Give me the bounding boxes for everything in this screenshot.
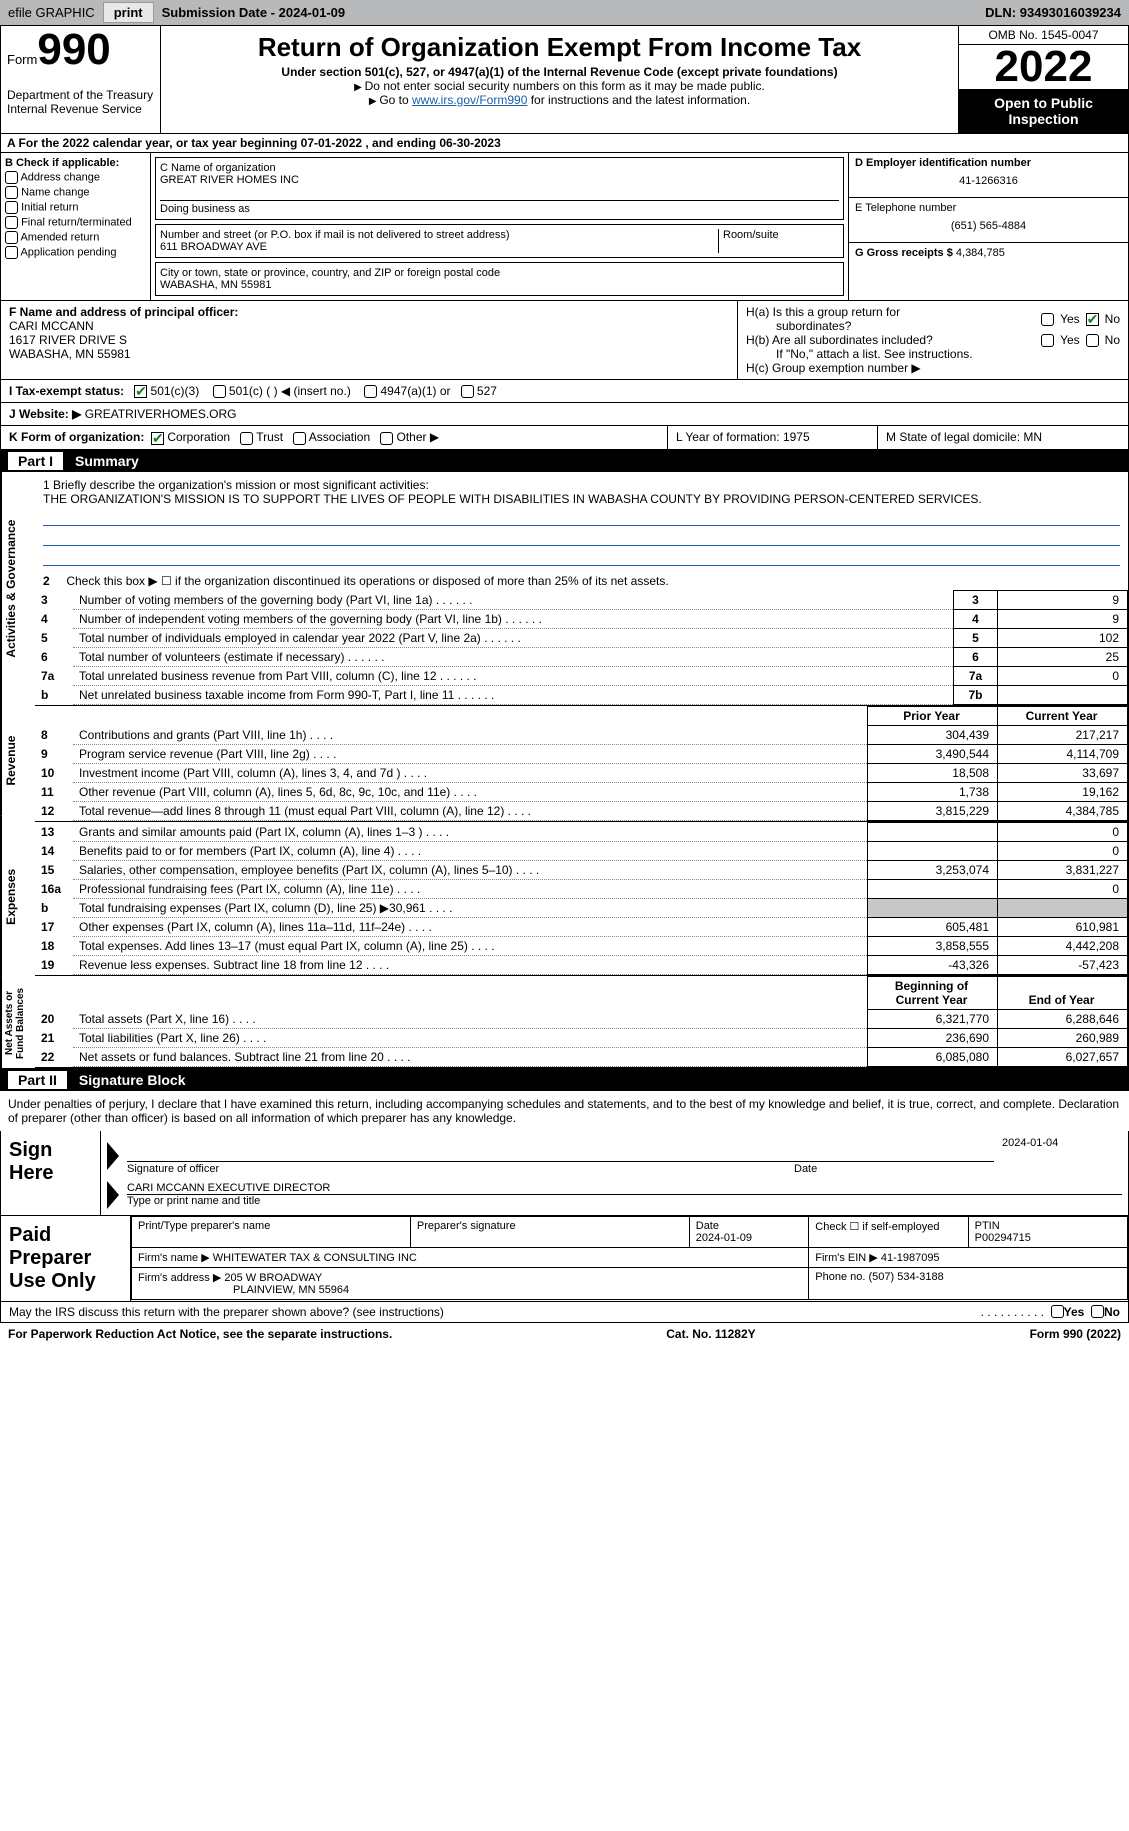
part2-header: Part II Signature Block — [0, 1069, 1129, 1091]
ein: 41-1266316 — [855, 169, 1122, 193]
section-f: F Name and address of principal officer:… — [1, 301, 738, 379]
section-b: B Check if applicable: Address change Na… — [0, 153, 1129, 301]
phone: (651) 565-4884 — [855, 214, 1122, 238]
city-state-zip: WABASHA, MN 55981 — [160, 279, 839, 291]
section-b-checkboxes: B Check if applicable: Address change Na… — [1, 153, 151, 300]
irs-link[interactable]: www.irs.gov/Form990 — [412, 93, 527, 107]
tab-revenue: Revenue — [1, 705, 35, 816]
signature-intro: Under penalties of perjury, I declare th… — [0, 1091, 1129, 1131]
street-address: 611 BROADWAY AVE — [160, 241, 714, 253]
dln: DLN: 93493016039234 — [985, 5, 1121, 20]
row-j: J Website: ▶ GREATRIVERHOMES.ORG — [0, 403, 1129, 426]
section-fh: F Name and address of principal officer:… — [0, 301, 1129, 380]
efile-label: efile GRAPHIC — [8, 5, 95, 20]
mission-text: THE ORGANIZATION'S MISSION IS TO SUPPORT… — [43, 492, 1120, 506]
form-header: Form990 Department of the Treasury Inter… — [0, 25, 1129, 134]
arrow-icon — [107, 1181, 119, 1209]
row-i: I Tax-exempt status: 501(c)(3) 501(c) ( … — [0, 380, 1129, 403]
table-revenue: Prior YearCurrent Year 8Contributions an… — [35, 706, 1128, 821]
top-toolbar: efile GRAPHIC print Submission Date - 20… — [0, 0, 1129, 25]
row-k: K Form of organization: Corporation Trus… — [0, 426, 1129, 449]
table-activities: 3Number of voting members of the governi… — [35, 590, 1128, 705]
tab-activities: Activities & Governance — [1, 472, 35, 706]
section-deg: D Employer identification number 41-1266… — [848, 153, 1128, 300]
page-footer: For Paperwork Reduction Act Notice, see … — [0, 1323, 1129, 1345]
summary-section: Activities & Governance Revenue Expenses… — [0, 472, 1129, 1069]
row-a: A For the 2022 calendar year, or tax yea… — [0, 134, 1129, 153]
tab-expenses: Expenses — [1, 816, 35, 978]
paid-preparer-block: Paid Preparer Use Only Print/Type prepar… — [0, 1216, 1129, 1302]
table-net-assets: Beginning of Current YearEnd of Year 20T… — [35, 976, 1128, 1067]
discuss-row: May the IRS discuss this return with the… — [0, 1302, 1129, 1323]
sign-here-block: Sign Here Signature of officer Date 2024… — [0, 1131, 1129, 1216]
arrow-icon — [107, 1142, 119, 1170]
submission-date: Submission Date - 2024-01-09 — [162, 5, 346, 20]
org-name: GREAT RIVER HOMES INC — [160, 174, 839, 186]
print-button[interactable]: print — [103, 2, 154, 23]
section-h: H(a) Is this a group return forsubordina… — [738, 301, 1128, 379]
tab-net-assets: Net Assets or Fund Balances — [1, 978, 35, 1068]
mission-block: 1 Briefly describe the organization's mi… — [35, 472, 1128, 572]
header-left: Form990 Department of the Treasury Inter… — [1, 26, 161, 133]
part1-header: Part I Summary — [0, 450, 1129, 472]
section-c: C Name of organization GREAT RIVER HOMES… — [151, 153, 848, 300]
header-right: OMB No. 1545-0047 2022 Open to Public In… — [958, 26, 1128, 133]
header-center: Return of Organization Exempt From Incom… — [161, 26, 958, 133]
table-expenses: 13Grants and similar amounts paid (Part … — [35, 822, 1128, 975]
form-title: Return of Organization Exempt From Incom… — [165, 32, 954, 63]
gross-receipts: 4,384,785 — [956, 247, 1005, 259]
